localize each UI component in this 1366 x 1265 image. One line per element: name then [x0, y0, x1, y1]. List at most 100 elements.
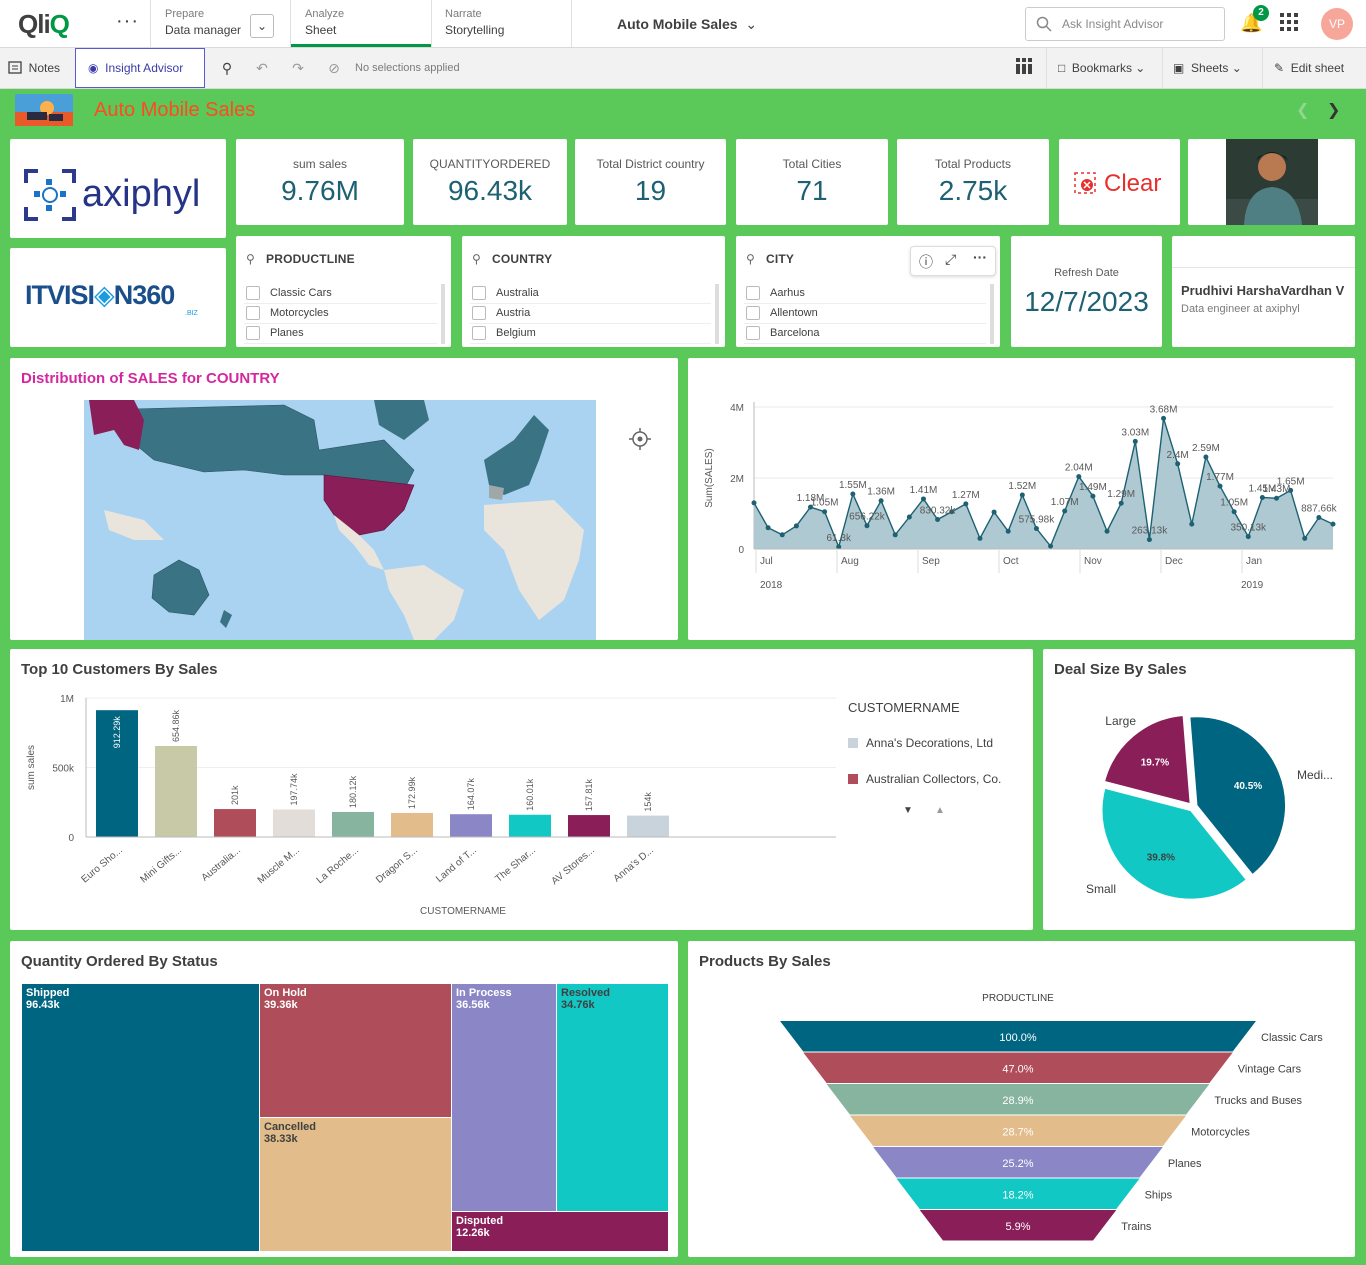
treemap-cell[interactable]: In Process 36.56k: [452, 984, 556, 1211]
selections-tool-icon[interactable]: [1014, 58, 1034, 78]
data-point[interactable]: [1118, 500, 1124, 506]
data-point[interactable]: [1330, 521, 1336, 527]
funnel-segment[interactable]: [803, 1052, 1233, 1084]
filter-checkbox[interactable]: [246, 306, 260, 320]
funnel-segment[interactable]: [873, 1147, 1163, 1178]
data-point[interactable]: [1062, 508, 1068, 514]
data-point[interactable]: [1090, 493, 1096, 499]
data-point[interactable]: [1316, 514, 1322, 520]
funnel-segment[interactable]: [919, 1210, 1117, 1241]
filter-checkbox[interactable]: [472, 306, 486, 320]
filter-list-item[interactable]: Motorcycles: [244, 304, 437, 324]
filter-checkbox[interactable]: [746, 286, 760, 300]
data-point[interactable]: [906, 514, 912, 520]
treemap-cell[interactable]: Cancelled 38.33k: [260, 1118, 451, 1251]
legend-item[interactable]: Australian Collectors, Co.: [848, 772, 1001, 786]
filter-list-item[interactable]: Australia: [470, 284, 711, 304]
data-point[interactable]: [1132, 438, 1138, 444]
deal-size-pie-chart[interactable]: 40.5% Medi... 39.8% Small 19.7% Large: [1043, 649, 1355, 930]
data-point[interactable]: [1019, 492, 1025, 498]
data-point[interactable]: [963, 501, 969, 507]
more-options-icon[interactable]: ···: [973, 249, 987, 265]
data-point[interactable]: [779, 532, 785, 538]
treemap-cell[interactable]: On Hold 39.36k: [260, 984, 451, 1117]
clear-button[interactable]: Clear: [1059, 139, 1180, 225]
data-point[interactable]: [850, 491, 856, 497]
filter-scrollbar[interactable]: [715, 284, 719, 344]
filter-list-item[interactable]: Barcelona: [744, 324, 986, 344]
data-point[interactable]: [1203, 454, 1209, 460]
info-icon[interactable]: ⓘ: [919, 254, 933, 270]
data-point[interactable]: [892, 532, 898, 538]
filter-search-icon[interactable]: ⚲: [246, 252, 255, 266]
treemap-cell[interactable]: Shipped 96.43k: [22, 984, 259, 1251]
top-customers-chart[interactable]: 1M 500k 0 sum sales 912.29k Euro Sho... 654.86…: [10, 649, 840, 930]
app-title-dropdown[interactable]: Auto Mobile Sales ⌄: [617, 16, 758, 32]
data-point[interactable]: [807, 504, 813, 510]
treemap-cell[interactable]: Resolved 34.76k: [557, 984, 668, 1211]
filter-pane-country[interactable]: ⚲ COUNTRY Australia Austria Belgium: [462, 236, 725, 347]
data-point[interactable]: [1161, 415, 1167, 421]
filter-checkbox[interactable]: [472, 326, 486, 340]
nav-analyze[interactable]: Analyze Sheet: [291, 0, 431, 47]
filter-list-item[interactable]: Classic Cars: [244, 284, 437, 304]
filter-list-item[interactable]: Planes: [244, 324, 437, 344]
clear-selections-icon[interactable]: ⊘: [328, 60, 340, 76]
sheets-button[interactable]: ▣ Sheets ⌄: [1173, 61, 1242, 75]
filter-checkbox[interactable]: [246, 286, 260, 300]
data-point[interactable]: [977, 535, 983, 541]
data-point[interactable]: [836, 544, 842, 550]
filter-pane-city[interactable]: ⚲ CITY Aarhus Allentown Barcelona ⓘ ⤢ ···: [736, 236, 1000, 347]
funnel-segment[interactable]: [849, 1115, 1187, 1147]
data-point[interactable]: [864, 523, 870, 529]
user-avatar[interactable]: VP: [1321, 8, 1353, 40]
filter-list-item[interactable]: Allentown: [744, 304, 986, 324]
data-point[interactable]: [1189, 521, 1195, 527]
edit-sheet-button[interactable]: ✎ Edit sheet: [1274, 61, 1345, 75]
legend-item[interactable]: Anna's Decorations, Ltd: [848, 736, 993, 750]
pie-slice[interactable]: [1188, 715, 1287, 876]
filter-search-icon[interactable]: ⚲: [746, 252, 755, 266]
data-point[interactable]: [1231, 509, 1237, 515]
expand-icon[interactable]: ⤢: [945, 251, 957, 267]
bar[interactable]: [155, 745, 197, 837]
bar[interactable]: [450, 814, 492, 837]
data-point[interactable]: [822, 509, 828, 515]
bar[interactable]: [332, 811, 374, 837]
data-point[interactable]: [1245, 534, 1251, 540]
legend-scroll-up-icon[interactable]: ▲: [935, 805, 945, 816]
filter-checkbox[interactable]: [746, 306, 760, 320]
funnel-segment[interactable]: [826, 1084, 1210, 1115]
sales-map[interactable]: [84, 400, 596, 640]
qlik-logo[interactable]: QliQ: [18, 9, 70, 39]
data-point[interactable]: [878, 498, 884, 504]
products-funnel-chart[interactable]: PRODUCTLINE 100.0% Classic Cars 47.0% Vintag…: [688, 941, 1355, 1257]
notes-button[interactable]: Notes: [8, 48, 60, 88]
data-point[interactable]: [1175, 461, 1181, 467]
treemap-cell[interactable]: Disputed 12.26k: [452, 1212, 668, 1251]
data-point[interactable]: [935, 517, 941, 523]
apps-grid-icon[interactable]: [1280, 13, 1298, 36]
filter-checkbox[interactable]: [246, 326, 260, 340]
data-point[interactable]: [1146, 537, 1152, 543]
filter-pane-productline[interactable]: ⚲ PRODUCTLINE Classic Cars Motorcycles Plane…: [236, 236, 451, 347]
nav-prepare[interactable]: Prepare Data manager: [151, 0, 281, 47]
data-point[interactable]: [793, 523, 799, 529]
filter-scrollbar[interactable]: [441, 284, 445, 344]
data-point[interactable]: [1076, 474, 1082, 480]
filter-list-item[interactable]: Austria: [470, 304, 711, 324]
data-point[interactable]: [991, 509, 997, 515]
filter-scrollbar[interactable]: [990, 284, 994, 344]
data-point[interactable]: [1302, 535, 1308, 541]
data-point[interactable]: [1288, 487, 1294, 493]
data-point[interactable]: [949, 509, 955, 515]
data-point[interactable]: [1033, 526, 1039, 532]
filter-search-icon[interactable]: ⚲: [472, 252, 481, 266]
filter-list-item[interactable]: Belgium: [470, 324, 711, 344]
bar[interactable]: [273, 809, 315, 837]
filter-checkbox[interactable]: [472, 286, 486, 300]
more-menu-icon[interactable]: ···: [116, 10, 139, 32]
filter-checkbox[interactable]: [746, 326, 760, 340]
data-point[interactable]: [1005, 528, 1011, 534]
